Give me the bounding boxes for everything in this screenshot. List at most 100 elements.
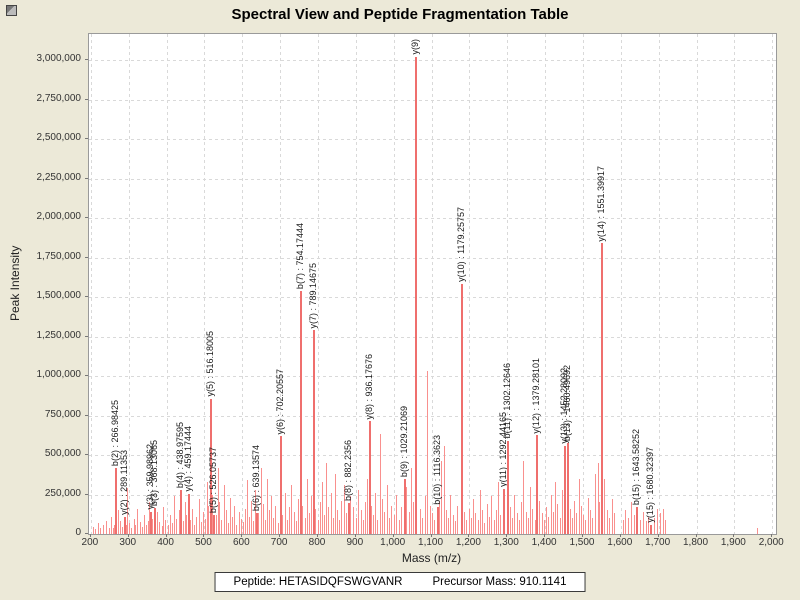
peak-label-b(7): b(7) : 754.17444 bbox=[294, 222, 305, 289]
spectrum-peak bbox=[421, 518, 423, 534]
spectrum-peak bbox=[382, 499, 384, 534]
y-tick-label: 3,000,000 bbox=[36, 53, 82, 65]
x-tick-mark bbox=[89, 534, 91, 537]
spectrum-peak bbox=[574, 500, 576, 534]
spectrum-peak bbox=[406, 486, 408, 534]
spectrum-peak bbox=[191, 508, 193, 534]
spectrum-peak bbox=[157, 511, 159, 534]
y-tick-mark bbox=[85, 414, 88, 416]
spectrum-peak bbox=[371, 505, 373, 534]
y-tick-label: 2,250,000 bbox=[36, 171, 82, 183]
spectrum-peak bbox=[432, 513, 434, 534]
spectrum-peak bbox=[386, 485, 388, 534]
spectrum-peak bbox=[129, 522, 131, 534]
annotated-peak-y(13) bbox=[563, 445, 566, 534]
spectrum-peak bbox=[315, 508, 317, 534]
y-tick-label: 2,000,000 bbox=[36, 211, 82, 223]
spectrum-peak bbox=[260, 467, 262, 534]
peak-label-b(10): b(10) : 1116.3623 bbox=[431, 435, 442, 506]
x-tick-mark bbox=[657, 534, 659, 537]
spectrum-peak bbox=[452, 515, 454, 534]
spectrum-peak bbox=[184, 502, 186, 534]
spectrum-peak bbox=[114, 524, 116, 534]
spectrum-peak bbox=[384, 511, 386, 534]
peak-label-b(15): b(15) : 1643.58252 bbox=[631, 429, 642, 506]
annotated-peak-y(5) bbox=[209, 398, 212, 534]
y-gridline bbox=[89, 297, 776, 299]
y-tick-mark bbox=[85, 493, 88, 495]
x-tick-mark bbox=[430, 534, 432, 537]
peak-label-b(8): b(8) : 882.2356 bbox=[343, 440, 354, 502]
spectrum-peak bbox=[336, 510, 338, 534]
x-tick-label: 1,200 bbox=[455, 537, 481, 548]
spectrum-peak bbox=[112, 528, 114, 534]
spectrum-peak bbox=[660, 513, 662, 534]
plot-area[interactable]: b(2) : 266.98425 y(2) : 289.11353 y(3) : 3… bbox=[88, 33, 777, 535]
y-tick-mark bbox=[85, 296, 88, 298]
x-gridline bbox=[242, 34, 244, 534]
spectrum-peak bbox=[165, 519, 167, 534]
y-tick-mark bbox=[85, 138, 88, 140]
spectrum-peak bbox=[488, 516, 490, 534]
spectrum-peak bbox=[131, 527, 133, 534]
spectrum-peak bbox=[328, 507, 330, 534]
y-tick-label: 1,250,000 bbox=[36, 329, 82, 341]
spectrum-peak bbox=[217, 467, 219, 534]
spectrum-peak bbox=[330, 492, 332, 534]
spectrum-peak bbox=[324, 515, 326, 534]
spectrum-peak bbox=[95, 529, 97, 534]
peak-label-b(11): b(11) : 1302.12646 bbox=[502, 363, 513, 439]
spectrum-peak bbox=[484, 522, 486, 534]
spectrum-peak bbox=[498, 481, 500, 534]
spectrum-peak bbox=[334, 473, 336, 534]
spectrum-peak bbox=[613, 513, 615, 534]
x-gridline bbox=[507, 34, 509, 534]
annotated-peak-b(3) bbox=[153, 507, 156, 534]
annotated-peak-y(15) bbox=[650, 524, 653, 534]
peak-label-y(2): y(2) : 289.11353 bbox=[118, 449, 129, 515]
spectrum-peak bbox=[491, 496, 493, 534]
spectrum-peak bbox=[373, 515, 375, 534]
x-gridline bbox=[696, 34, 698, 534]
spectrum-peak bbox=[254, 489, 256, 534]
spectrum-peak bbox=[234, 505, 236, 534]
spectrum-peak bbox=[468, 508, 470, 534]
y-gridline bbox=[89, 139, 776, 141]
spectrum-peak bbox=[121, 526, 123, 534]
spectrum-peak bbox=[546, 507, 548, 534]
annotated-peak-b(13) bbox=[567, 443, 569, 534]
annotated-peak-y(10) bbox=[460, 283, 463, 534]
x-tick-label: 700 bbox=[270, 537, 288, 548]
spectrum-peak bbox=[622, 519, 624, 534]
spectrum-peak bbox=[223, 485, 225, 534]
x-tick-label: 800 bbox=[308, 537, 326, 548]
spectrum-peak bbox=[225, 510, 227, 534]
x-gridline bbox=[90, 34, 92, 534]
spectrum-peak bbox=[518, 519, 520, 534]
y-tick-mark bbox=[85, 177, 88, 179]
spectrum-peak bbox=[580, 505, 582, 534]
spectrum-peak bbox=[262, 503, 264, 534]
spectrum-peak bbox=[594, 473, 596, 534]
peak-label-b(3): b(3) : 368.13065 bbox=[148, 439, 159, 506]
y-tick-label: 750,000 bbox=[44, 408, 81, 420]
peak-label-b(13): b(13) : 1460.49692 bbox=[562, 365, 572, 442]
spectrum-peak bbox=[352, 507, 354, 534]
annotated-peak-b(8) bbox=[348, 503, 351, 534]
annotated-peak-b(4) bbox=[180, 489, 183, 534]
y-gridline bbox=[89, 376, 776, 378]
spectrum-peak bbox=[445, 510, 447, 534]
spectrum-peak bbox=[200, 522, 202, 534]
x-tick-mark bbox=[771, 534, 773, 537]
x-tick-mark bbox=[165, 534, 167, 537]
peak-label-b(5): b(5) : 526.05737 bbox=[208, 446, 219, 514]
spectrum-peak bbox=[295, 521, 297, 534]
spectrum-peak bbox=[633, 515, 635, 534]
chart-title: Spectral View and Peptide Fragmentation … bbox=[231, 6, 569, 23]
spectrum-peak bbox=[543, 519, 545, 534]
window-icon bbox=[6, 5, 17, 16]
spectrum-peak bbox=[304, 518, 306, 534]
x-gridline bbox=[204, 34, 206, 534]
x-tick-label: 1,700 bbox=[645, 537, 671, 548]
spectrum-peak bbox=[429, 505, 431, 534]
